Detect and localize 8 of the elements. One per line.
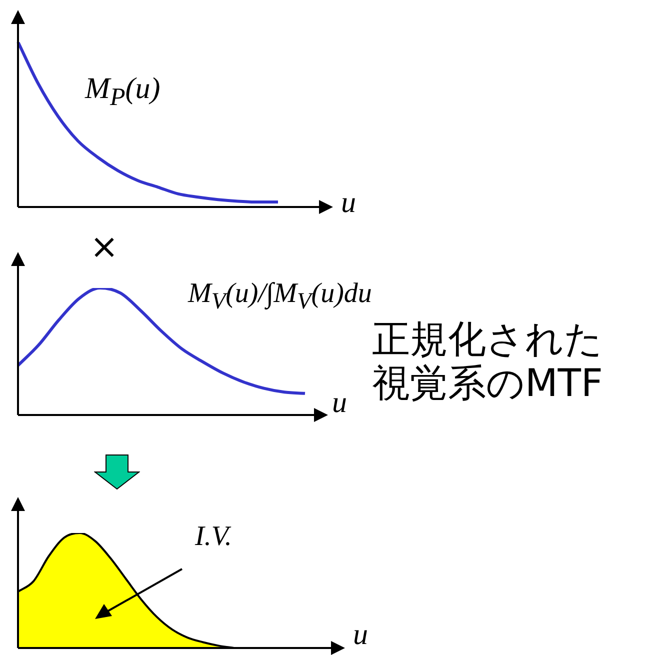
annotation: M$_{V}$(u)/∫M$_{V}$(u)du (188, 278, 372, 316)
x-axis-title: u (353, 618, 368, 651)
annotation: M$_{P}$(u) (85, 72, 160, 113)
x-axis-title: u (341, 186, 356, 219)
text: 正規化された視覚系のMTF (372, 317, 604, 406)
x-axis-title: u (332, 386, 347, 419)
annotation: I.V. (195, 521, 232, 554)
text: × (90, 227, 118, 268)
